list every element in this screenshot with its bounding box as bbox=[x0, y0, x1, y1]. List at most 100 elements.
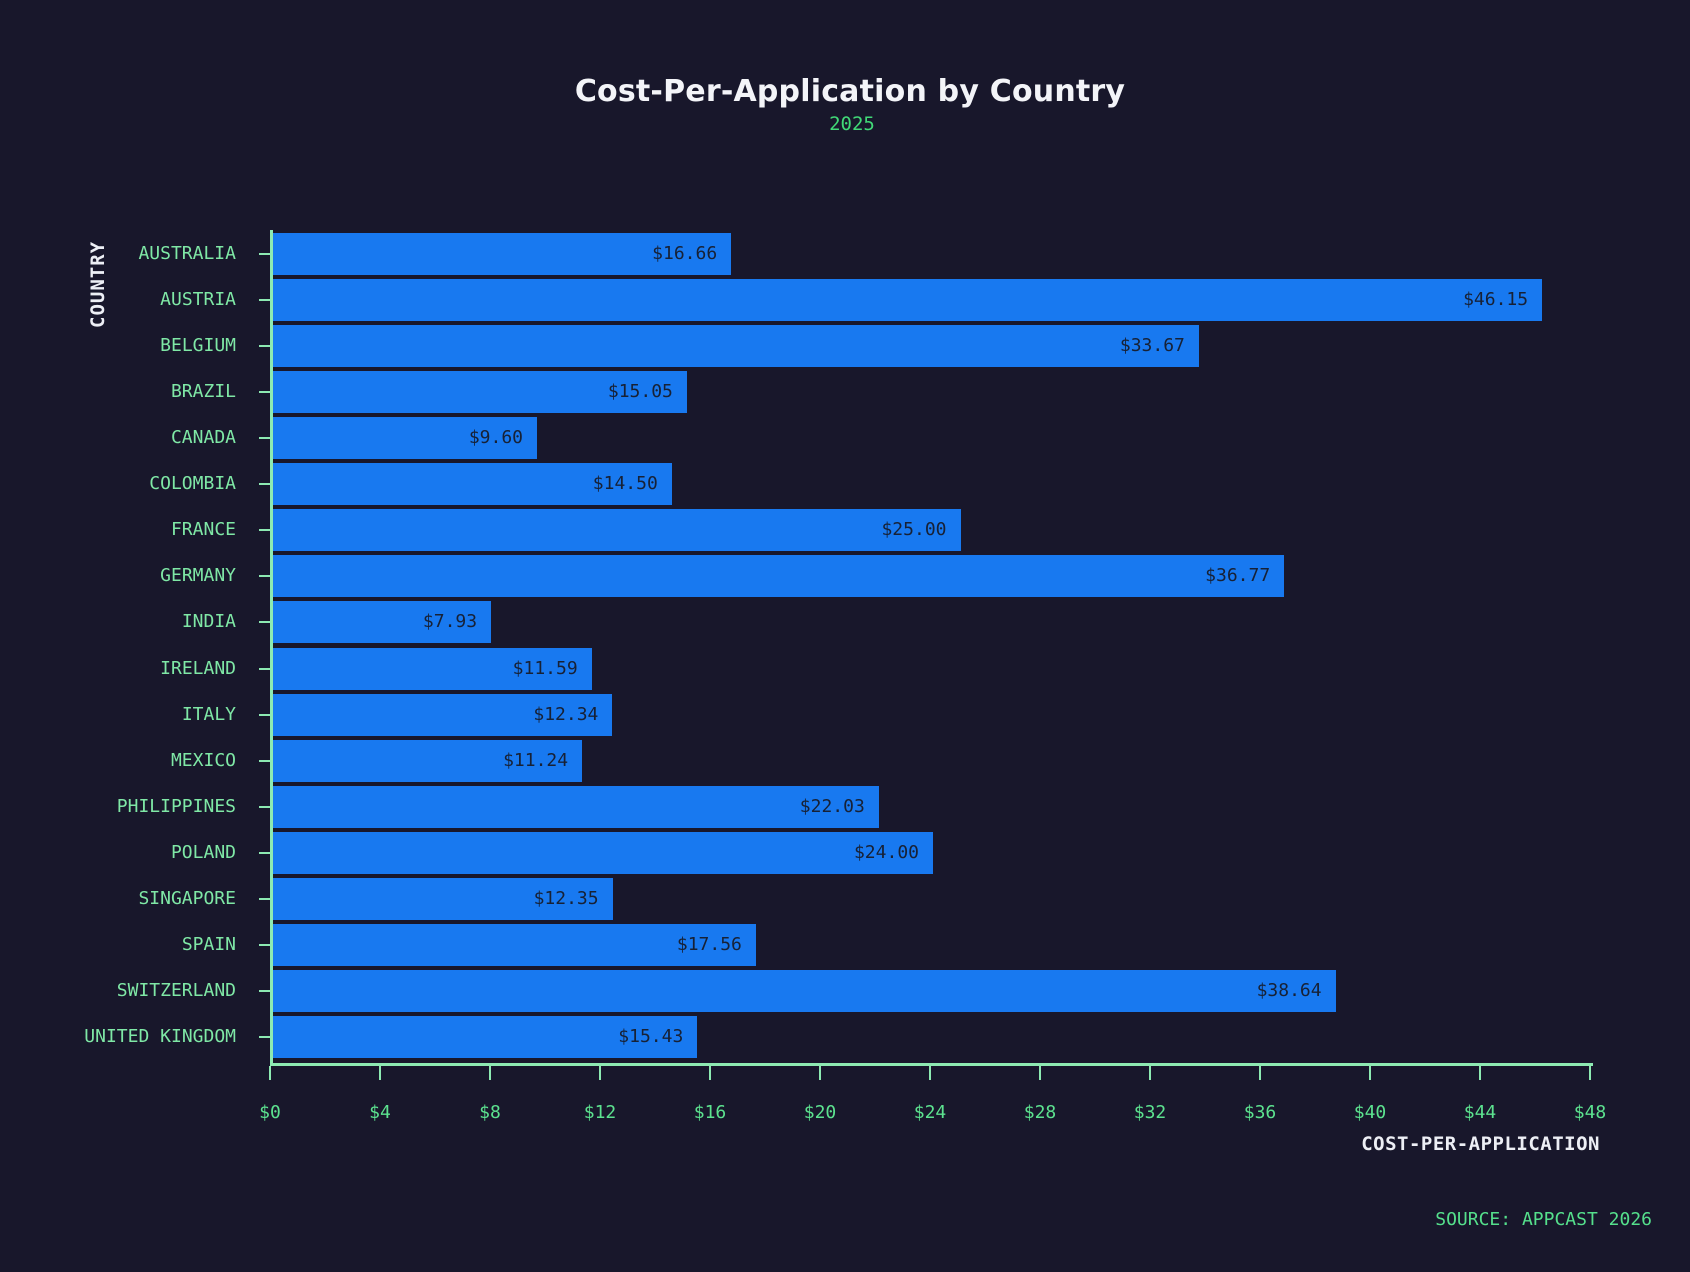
category-tick-india bbox=[259, 621, 270, 624]
category-label-brazil: BRAZIL bbox=[170, 381, 236, 403]
x-tick-label-48: $48 bbox=[1573, 1102, 1607, 1123]
category-label-united-kingdom: UNITED KINGDOM bbox=[84, 1026, 236, 1048]
bar-brazil: $15.05 bbox=[273, 371, 687, 414]
x-tick-label-20: $20 bbox=[803, 1102, 837, 1123]
bar-value-label-italy: $12.34 bbox=[533, 703, 599, 725]
bar-singapore: $12.35 bbox=[273, 877, 613, 920]
category-tick-italy bbox=[259, 713, 270, 716]
x-tick-label-0: $0 bbox=[259, 1102, 281, 1123]
category-label-mexico: MEXICO bbox=[170, 749, 236, 771]
category-tick-ireland bbox=[259, 667, 270, 670]
category-tick-singapore bbox=[259, 897, 270, 900]
bar-france: $25.00 bbox=[273, 509, 961, 552]
x-tick-mark-20 bbox=[819, 1066, 821, 1080]
x-tick-label-12: $12 bbox=[583, 1102, 617, 1123]
x-tick-mark-4 bbox=[379, 1066, 381, 1080]
bar-value-label-united-kingdom: $15.43 bbox=[618, 1026, 684, 1048]
category-label-ireland: IRELAND bbox=[160, 657, 236, 679]
x-axis-title: COST-PER-APPLICATION bbox=[1361, 1133, 1600, 1155]
bar-value-label-poland: $24.00 bbox=[853, 841, 919, 863]
chart-subtitle: 2025 bbox=[829, 113, 875, 135]
bar-ireland: $11.59 bbox=[273, 647, 592, 690]
category-tick-germany bbox=[259, 575, 270, 578]
category-label-canada: CANADA bbox=[170, 427, 236, 449]
category-label-france: FRANCE bbox=[170, 519, 236, 541]
bar-philippines: $22.03 bbox=[273, 785, 879, 828]
category-tick-mexico bbox=[259, 759, 270, 762]
category-label-poland: POLAND bbox=[170, 841, 236, 863]
bar-australia: $16.66 bbox=[273, 233, 732, 275]
bar-india: $7.93 bbox=[273, 601, 492, 644]
category-label-australia: AUSTRALIA bbox=[138, 243, 236, 264]
category-tick-colombia bbox=[259, 483, 270, 486]
x-tick-mark-44 bbox=[1479, 1066, 1481, 1080]
bar-value-label-mexico: $11.24 bbox=[503, 749, 569, 771]
category-tick-marks bbox=[259, 230, 270, 1063]
bar-value-label-philippines: $22.03 bbox=[799, 795, 865, 817]
category-label-india: INDIA bbox=[181, 611, 236, 633]
bar-united-kingdom: $15.43 bbox=[273, 1016, 698, 1059]
x-tick-mark-36 bbox=[1259, 1066, 1261, 1080]
x-tick-label-40: $40 bbox=[1353, 1102, 1387, 1123]
category-tick-brazil bbox=[259, 391, 270, 394]
bar-belgium: $33.67 bbox=[273, 325, 1199, 368]
bar-value-label-germany: $36.77 bbox=[1205, 565, 1271, 587]
bar-poland: $24.00 bbox=[273, 831, 933, 874]
category-tick-switzerland bbox=[259, 989, 270, 992]
bar-value-label-brazil: $15.05 bbox=[607, 381, 673, 403]
category-label-singapore: SINGAPORE bbox=[138, 887, 236, 909]
bar-value-label-switzerland: $38.64 bbox=[1256, 979, 1322, 1001]
x-tick-label-28: $28 bbox=[1023, 1102, 1057, 1123]
x-tick-label-36: $36 bbox=[1243, 1102, 1277, 1123]
category-label-spain: SPAIN bbox=[181, 933, 236, 955]
bar-value-label-spain: $17.56 bbox=[676, 933, 742, 955]
category-label-belgium: BELGIUM bbox=[160, 335, 236, 357]
x-tick-label-44: $44 bbox=[1463, 1102, 1497, 1123]
chart-title: Cost-Per-Application by Country bbox=[574, 74, 1126, 109]
category-label-italy: ITALY bbox=[181, 703, 236, 725]
category-label-germany: GERMANY bbox=[160, 565, 236, 587]
x-tick-mark-24 bbox=[929, 1066, 931, 1080]
bar-switzerland: $38.64 bbox=[273, 969, 1336, 1012]
category-tick-united-kingdom bbox=[259, 1036, 270, 1039]
bar-value-label-australia: $16.66 bbox=[652, 243, 718, 264]
bar-value-label-ireland: $11.59 bbox=[512, 657, 578, 679]
x-tick-mark-40 bbox=[1369, 1066, 1371, 1080]
x-tick-mark-0 bbox=[269, 1066, 271, 1080]
category-labels-column: AUSTRALIA AUSTRIA BELGIUM BRAZIL CANADA COLOM… bbox=[0, 230, 236, 1063]
bar-value-label-colombia: $14.50 bbox=[592, 473, 658, 495]
source-note: SOURCE: APPCAST 2026 bbox=[1435, 1209, 1652, 1230]
x-axis-ticks: $0 $4 $8 $12 $16 $20 $24 $28 $32 $36 $40 $44 $48 bbox=[259, 1066, 1606, 1146]
bar-value-label-canada: $9.60 bbox=[468, 427, 523, 449]
x-tick-label-16: $16 bbox=[693, 1102, 727, 1123]
category-tick-canada bbox=[259, 437, 270, 440]
bar-value-label-india: $7.93 bbox=[422, 611, 478, 633]
bar-italy: $12.34 bbox=[273, 693, 613, 736]
x-tick-mark-8 bbox=[489, 1066, 491, 1080]
bar-austria: $46.15 bbox=[273, 279, 1543, 322]
x-tick-mark-48 bbox=[1589, 1066, 1591, 1080]
category-label-philippines: PHILIPPINES bbox=[116, 795, 236, 817]
category-tick-australia bbox=[259, 253, 270, 255]
bar-germany: $36.77 bbox=[273, 555, 1285, 598]
x-tick-label-24: $24 bbox=[913, 1102, 947, 1123]
bar-value-label-belgium: $33.67 bbox=[1119, 335, 1185, 357]
bar-mexico: $11.24 bbox=[273, 739, 583, 782]
bar-value-label-france: $25.00 bbox=[881, 519, 947, 541]
category-label-switzerland: SWITZERLAND bbox=[116, 979, 236, 1001]
x-tick-label-32: $32 bbox=[1133, 1102, 1167, 1123]
category-label-austria: AUSTRIA bbox=[160, 289, 236, 311]
category-label-colombia: COLOMBIA bbox=[149, 473, 236, 495]
category-tick-france bbox=[259, 529, 270, 532]
plot-area: $16.66 $46.15 $33.67 $15.05 $9.60 $14.50 $25.0… bbox=[270, 230, 1593, 1066]
category-tick-belgium bbox=[259, 345, 270, 348]
category-tick-austria bbox=[259, 299, 270, 302]
x-tick-mark-32 bbox=[1149, 1066, 1151, 1080]
category-tick-spain bbox=[259, 943, 270, 946]
bar-spain: $17.56 bbox=[273, 923, 756, 966]
bar-canada: $9.60 bbox=[273, 417, 537, 460]
x-tick-mark-28 bbox=[1039, 1066, 1041, 1080]
bar-value-label-austria: $46.15 bbox=[1463, 289, 1529, 311]
x-tick-mark-16 bbox=[709, 1066, 711, 1080]
